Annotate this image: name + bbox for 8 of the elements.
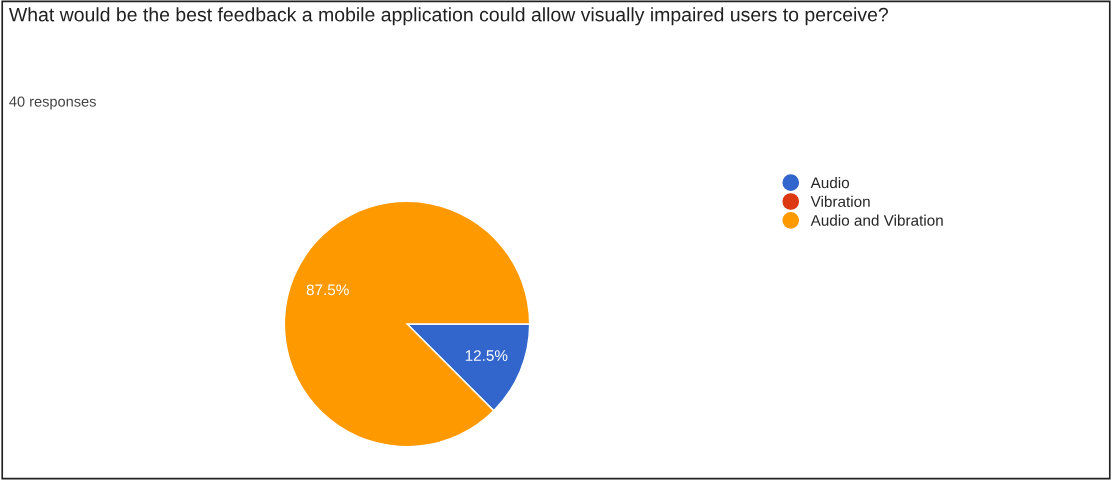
legend-label: Audio and Vibration xyxy=(810,214,943,226)
data-label: 12.5% xyxy=(465,350,508,361)
pie-slice xyxy=(283,200,531,448)
text: 40 responses xyxy=(9,96,96,110)
data-label: 87.5% xyxy=(306,284,349,296)
legend-label: Vibration xyxy=(810,195,870,207)
chart-title: What would be the best feedback a mobile application could allow visually impaired users to perceive? xyxy=(8,7,888,26)
legend-label: Audio xyxy=(810,176,850,189)
